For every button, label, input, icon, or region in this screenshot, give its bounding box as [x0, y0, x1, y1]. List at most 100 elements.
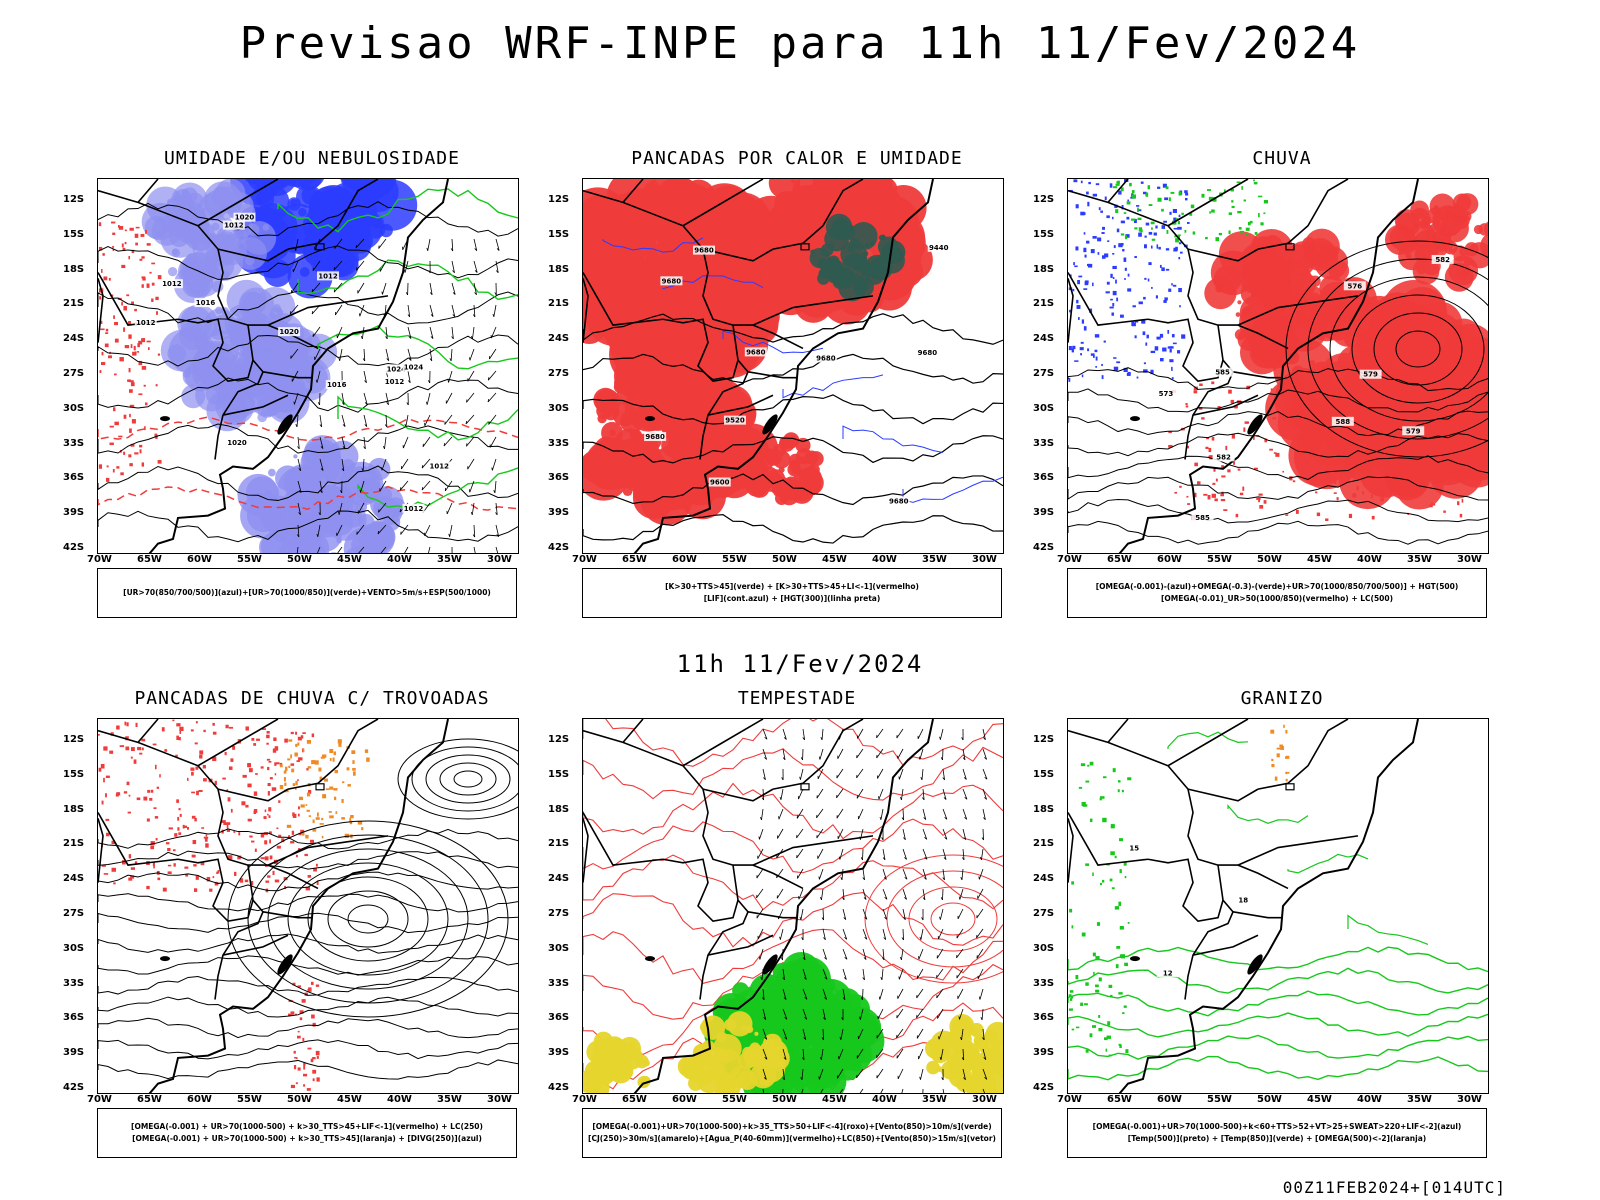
hgt500-contour [1068, 455, 1488, 480]
longitude-tick-label: 40W [1357, 554, 1382, 565]
temp850-contour [1068, 946, 1488, 973]
precipitable-water-contour [583, 746, 1003, 801]
latitude-tick-label: 27S [1033, 368, 1055, 379]
contour-value-label: 9680 [645, 433, 665, 441]
longitude-tick-label: 30W [1457, 554, 1482, 565]
latitude-tick-label: 15S [63, 228, 85, 240]
latitude-tick-label: 39S [548, 507, 570, 519]
forecast-map: 585 588 585 582 579 576 573 582 579 [1068, 179, 1488, 553]
temp850-contour [1068, 1012, 1488, 1038]
red-thunderstorm-speckles [98, 719, 319, 893]
longitude-tick-label: 65W [137, 554, 162, 565]
longitude-tick-label: 60W [187, 554, 212, 565]
longitude-tick-label: 50W [287, 1094, 312, 1105]
longitude-tick-label: 30W [1457, 1094, 1482, 1105]
hgt300-contour [583, 435, 1003, 464]
latitude-tick-label: 30S [63, 402, 85, 414]
red-speckles [288, 981, 320, 1091]
lif-contour [602, 237, 704, 253]
latitude-tick-label: 18S [548, 803, 570, 815]
longitude-tick-label: 70W [572, 1094, 597, 1105]
streamline [98, 1059, 518, 1080]
latitude-tick-label: 12S [548, 194, 570, 205]
jet-yellow-area [677, 1011, 790, 1093]
contour-value-label: 18 [1238, 897, 1248, 905]
latitude-tick-label: 30S [1033, 942, 1055, 954]
contour-value-label: 1012 [162, 280, 182, 288]
pressure-isobar [98, 423, 518, 454]
panel-legend: [OMEGA(-0.001)+UR>70(1000-500)+k>35_TTS>… [582, 1108, 1002, 1158]
jet-yellow-area [924, 1013, 1003, 1093]
latitude-tick-label: 18S [1033, 803, 1055, 815]
humidity-lightblue-area [141, 179, 277, 304]
contour-value-label: 9440 [929, 244, 949, 252]
longitude-tick-label: 60W [1157, 554, 1182, 565]
contour-value-label: 576 [1348, 282, 1363, 290]
temp850-contour [1287, 853, 1369, 874]
longitude-tick-label: 35W [437, 1094, 462, 1105]
hgt300-contour [583, 394, 1003, 425]
longitude-tick-label: 50W [1257, 1094, 1282, 1105]
longitude-tick-label: 65W [622, 1094, 647, 1105]
longitude-tick-label: 30W [972, 554, 997, 565]
thickness-dashed-line [98, 485, 518, 511]
temp850-contour [1068, 1055, 1488, 1081]
contour-value-label: 1020 [279, 328, 299, 336]
map-panel-5: TEMPESTADE 12S 15S 18S 21S 24S 27S 30S 33S 36S 39S… [548, 688, 1012, 1168]
latitude-tick-label: 33S [63, 977, 85, 989]
red-dashed-contours [98, 221, 162, 482]
panel-title: CHUVA [1252, 148, 1312, 169]
legend-line: [Temp(500)](preto) + [Temp(850)](verde) … [1127, 1134, 1427, 1143]
streamline [98, 1017, 518, 1039]
longitude-tick-label: 70W [87, 554, 112, 565]
legend-line: [CJ(250)>30m/s](amarelo)+[Agua_P(40-60mm… [588, 1134, 996, 1143]
contour-value-label: 579 [1363, 371, 1378, 379]
map-panel-1: UMIDADE E/OU NEBULOSIDADE 12S 15S 18S 21S 24S… [63, 148, 527, 628]
latitude-tick-label: 33S [548, 437, 570, 449]
map-panel-6: GRANIZO 12S 15S 18S 21S 24S 27S 30S 33S 36S 39S 42S… [1033, 688, 1497, 1168]
lif-contour [782, 374, 884, 399]
humidity-lightblue-area [237, 435, 406, 553]
latitude-tick-label: 33S [1033, 437, 1055, 449]
precipitable-water-contour [583, 928, 1003, 984]
latitude-tick-label: 21S [63, 838, 85, 850]
pressure-isobar [98, 465, 518, 501]
longitude-tick-label: 35W [922, 554, 947, 565]
contour-value-label: 15 [1129, 844, 1139, 852]
map-panel-3: CHUVA 12S 15S 18S 21S 24S 27S 30S 33S 36S 39S 42S 70… [1033, 148, 1497, 628]
latitude-tick-label: 36S [63, 472, 85, 484]
main-title: Previsao WRF-INPE para 11h 11/Fev/2024 [239, 18, 1361, 69]
green-humidity-contour [317, 325, 518, 370]
longitude-tick-label: 60W [672, 554, 697, 565]
longitude-tick-label: 60W [187, 1094, 212, 1105]
panel-title: PANCADAS POR CALOR E UMIDADE [631, 148, 963, 169]
longitude-tick-label: 45W [337, 554, 362, 565]
precipitable-water-contour [583, 782, 1003, 840]
red-convection-area [740, 432, 824, 506]
latitude-tick-label: 27S [548, 368, 570, 379]
longitude-tick-label: 65W [1107, 554, 1132, 565]
streamline [98, 912, 518, 934]
longitude-tick-label: 40W [872, 554, 897, 565]
latitude-tick-label: 39S [548, 1047, 570, 1059]
pressure-isobar [98, 245, 518, 280]
streamline [98, 1039, 518, 1060]
map-panel-2: PANCADAS POR CALOR E UMIDADE 12S 15S 18S 21S… [548, 148, 1012, 628]
hgt500-contour [1068, 499, 1488, 524]
latitude-tick-label: 18S [63, 263, 85, 275]
legend-line: [LIF](cont.azul) + [HGT(300)](linha pret… [703, 594, 881, 603]
latitude-tick-label: 36S [1033, 472, 1055, 484]
contour-value-label: 9680 [694, 247, 714, 255]
longitude-tick-label: 55W [722, 554, 747, 565]
latitude-tick-label: 36S [548, 1012, 570, 1024]
contour-value-label: 588 [1336, 418, 1351, 426]
latitude-tick-label: 24S [548, 873, 570, 885]
pressure-isobar [98, 509, 518, 543]
forecast-map: 9680 9680 9680 9680 9680 9680 9680 9600 9520 9440 [583, 179, 1003, 553]
latitude-tick-label: 30S [548, 942, 570, 954]
political-boundaries [1068, 179, 1419, 553]
map-area: 9680 9680 9680 9680 9680 9680 9680 9600 9520 9440 [582, 178, 1004, 554]
green-humidity-contour [297, 259, 518, 301]
longitude-tick-label: 70W [87, 1094, 112, 1105]
longitude-tick-label: 30W [972, 1094, 997, 1105]
